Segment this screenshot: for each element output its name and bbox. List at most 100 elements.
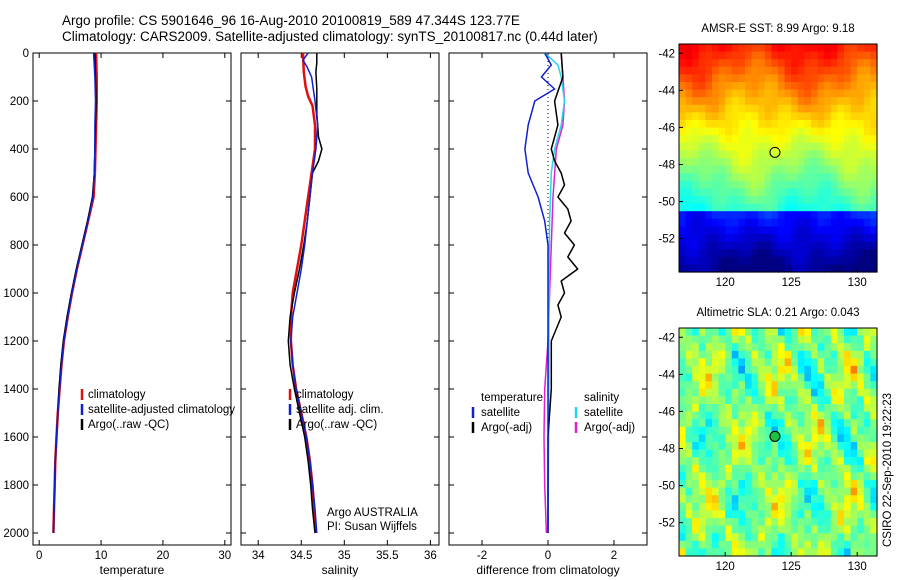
sla-map-cell — [698, 388, 706, 397]
sla-map-cell — [824, 426, 832, 435]
depth-tick-label: 1200 — [3, 336, 29, 348]
sla-map-cell — [764, 396, 772, 405]
sla-map-cell — [857, 533, 865, 542]
difference-legend-label: satellite — [481, 407, 520, 419]
sst-map-cell — [685, 264, 693, 273]
sla-map-cell — [844, 548, 852, 557]
sst-map-cell — [692, 226, 700, 235]
sst-map-cell — [698, 59, 706, 68]
sla-map-cell — [837, 419, 845, 428]
sst-map-cell — [764, 127, 772, 136]
sla-map-cell — [692, 442, 700, 451]
sla-map-cell — [791, 518, 799, 527]
sla-map-cell — [811, 426, 819, 435]
sla-map-cell — [685, 404, 693, 413]
sla-map-cell — [857, 540, 865, 549]
sst-map-cell — [844, 241, 852, 250]
sst-map-cell — [698, 142, 706, 151]
sla-map-cell — [857, 411, 865, 420]
sst-map-cell — [698, 226, 706, 235]
sst-map-cell — [731, 142, 739, 151]
sla-map-cell — [771, 411, 779, 420]
sla-map-cell — [692, 388, 700, 397]
sla-map-cell — [679, 335, 687, 344]
sla-map-cell — [850, 495, 858, 504]
sst-map-cell — [830, 82, 838, 91]
sla-map-cell — [758, 457, 766, 466]
sla-map-cell — [837, 510, 845, 519]
sst-map-cell — [850, 211, 858, 220]
sst-map-cell — [778, 127, 786, 136]
sla-map-cell — [850, 358, 858, 367]
sla-map-cell — [679, 495, 687, 504]
sla-map-cell — [679, 404, 687, 413]
sst-map-cell — [870, 203, 878, 212]
sla-map-cell — [712, 381, 720, 390]
sst-map-cell — [817, 127, 825, 136]
sla-map-cell — [830, 480, 838, 489]
sst-map-cell — [784, 142, 792, 151]
sst-map-cell — [837, 150, 845, 159]
sla-map-cell — [844, 434, 852, 443]
sla-map-cell — [705, 350, 713, 359]
sst-map-cell — [718, 104, 726, 113]
sst-map-cell — [764, 120, 772, 129]
sst-map-cell — [712, 226, 720, 235]
sst-map-cell — [844, 196, 852, 205]
sst-map-cell — [718, 234, 726, 243]
sla-map-cell — [844, 373, 852, 382]
sst-map-cell — [857, 234, 865, 243]
sst-map-cell — [758, 82, 766, 91]
sst-map-cell — [804, 74, 812, 83]
sst-map-cell — [837, 256, 845, 265]
sla-map-cell — [778, 328, 786, 337]
sla-map-cell — [830, 343, 838, 352]
sst-map-cell — [725, 89, 733, 98]
sla-map-cell — [764, 495, 772, 504]
sla-map-cell — [738, 540, 746, 549]
sla-map-cell — [817, 480, 825, 489]
sla-map-cell — [698, 396, 706, 405]
sst-map-cell — [837, 249, 845, 258]
sst-map-cell — [705, 97, 713, 106]
sst-map-cell — [824, 112, 832, 121]
sst-map-cell — [857, 120, 865, 129]
sst-map-cell — [718, 120, 726, 129]
sst-map-cell — [817, 165, 825, 174]
sla-map-cell — [751, 373, 759, 382]
sla-map-cell — [712, 502, 720, 511]
sla-map-cell — [784, 328, 792, 337]
sla-map-cell — [679, 419, 687, 428]
sla-map-cell — [679, 426, 687, 435]
sst-map-cell — [751, 44, 759, 53]
latitude-tick-label: -46 — [658, 406, 675, 418]
sla-map-cell — [804, 464, 812, 473]
sst-map-cell — [771, 82, 779, 91]
sla-map-cell — [830, 335, 838, 344]
sla-map-cell — [824, 411, 832, 420]
sla-map-cell — [771, 396, 779, 405]
sst-map-cell — [811, 120, 819, 129]
sla-map-cell — [771, 373, 779, 382]
sla-map-cell — [824, 525, 832, 534]
sst-map-cell — [784, 196, 792, 205]
sla-map-cell — [712, 464, 720, 473]
sst-map-cell — [830, 203, 838, 212]
sst-map-cell — [685, 120, 693, 129]
sst-map-cell — [764, 158, 772, 167]
sla-map-cell — [797, 442, 805, 451]
sst-map-cell — [830, 89, 838, 98]
sst-map-cell — [705, 127, 713, 136]
sla-map-cell — [778, 442, 786, 451]
sst-map-cell — [791, 241, 799, 250]
sst-map-cell — [863, 74, 871, 83]
sst-map-cell — [811, 188, 819, 197]
sla-map-cell — [712, 548, 720, 557]
sla-map-cell — [698, 426, 706, 435]
sst-map-cell — [844, 188, 852, 197]
sst-map-cell — [870, 127, 878, 136]
sst-map-cell — [811, 142, 819, 151]
sla-map-cell — [811, 343, 819, 352]
sla-map-cell — [685, 457, 693, 466]
